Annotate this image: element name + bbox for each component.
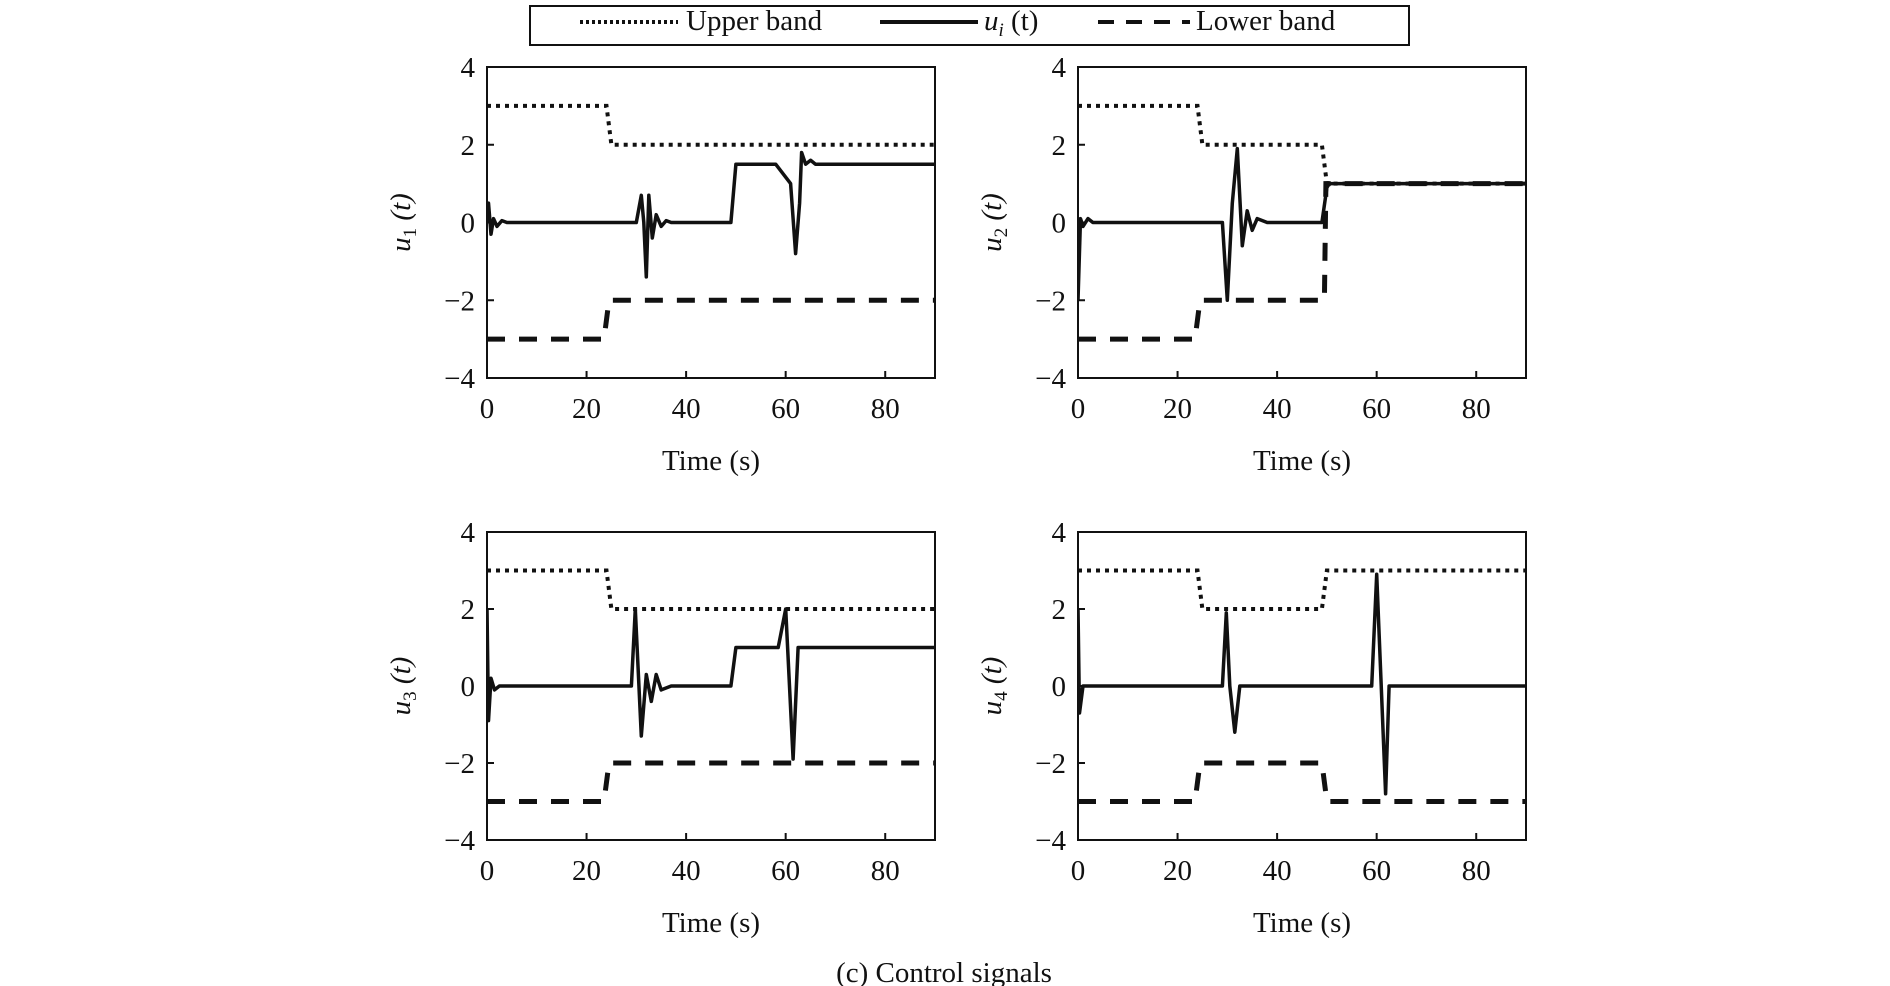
legend-ui-label: ui (t) xyxy=(984,5,1038,41)
lower-band-line xyxy=(487,760,935,804)
y-tick-label: 4 xyxy=(461,517,476,549)
x-tick-label: 80 xyxy=(871,393,900,425)
lower-band-line xyxy=(1078,181,1526,342)
x-axis-label: Time (s) xyxy=(662,907,760,939)
legend: Upper band ui (t) Lower band xyxy=(529,5,1410,46)
upper-band-line xyxy=(487,103,935,147)
upper-band-line xyxy=(487,568,935,611)
y-tick-label: 2 xyxy=(1052,130,1067,162)
y-tick-label: 4 xyxy=(1052,52,1067,84)
legend-lower-label: Lower band xyxy=(1196,5,1336,37)
y-tick-label: 2 xyxy=(461,130,476,162)
plot-frame xyxy=(1077,66,1527,379)
control-signal-line xyxy=(487,150,935,279)
plot-frame xyxy=(486,66,936,379)
x-tick-label: 60 xyxy=(1362,393,1391,425)
x-tick-label: 0 xyxy=(1071,393,1086,425)
y-tick-label: 0 xyxy=(1052,671,1067,703)
y-tick-label: 2 xyxy=(461,594,476,626)
legend-box xyxy=(529,5,1410,46)
y-tick-label: 0 xyxy=(1052,208,1067,240)
x-tick-label: 20 xyxy=(572,393,601,425)
plot-frame xyxy=(1077,531,1527,841)
y-tick-label: −2 xyxy=(444,748,475,780)
x-tick-label: 40 xyxy=(672,393,701,425)
y-axis-label: u4 (t) xyxy=(976,657,1012,716)
plot-frame xyxy=(486,531,936,841)
x-tick-label: 20 xyxy=(1163,855,1192,887)
y-axis-label: u2 (t) xyxy=(976,193,1012,252)
chart-panel-2: 0 20 40 60 80 −4 −2 0 2 4 Time (s) u2 (t) xyxy=(976,52,1527,477)
y-tick-label: 4 xyxy=(1052,517,1067,549)
legend-upper-label: Upper band xyxy=(686,5,823,37)
chart-panel-1: 0 20 40 60 80 −4 −2 0 2 4 Time (s) u1 (t) xyxy=(385,52,936,477)
y-tick-label: 0 xyxy=(461,208,476,240)
lower-band-line xyxy=(487,297,935,342)
x-tick-label: 20 xyxy=(1163,393,1192,425)
upper-band-line xyxy=(1078,103,1526,186)
x-tick-label: 60 xyxy=(1362,855,1391,887)
x-tick-label: 60 xyxy=(771,393,800,425)
chart-panel-4: 0 20 40 60 80 −4 −2 0 2 4 Time (s) u4 (t) xyxy=(976,517,1527,939)
y-tick-label: −2 xyxy=(1035,285,1066,317)
chart-panel-3: 0 20 40 60 80 −4 −2 0 2 4 Time (s) u3 (t) xyxy=(385,517,936,939)
y-tick-label: −2 xyxy=(444,285,475,317)
control-signal-line xyxy=(487,607,935,761)
x-tick-label: 0 xyxy=(480,855,495,887)
control-signal-line xyxy=(1078,572,1526,796)
lower-band-line xyxy=(1078,760,1526,804)
y-tick-label: −2 xyxy=(1035,748,1066,780)
figure-caption: (c) Control signals xyxy=(836,957,1052,986)
control-signal-line xyxy=(1078,146,1526,303)
x-axis-label: Time (s) xyxy=(1253,445,1351,477)
x-tick-label: 0 xyxy=(480,393,495,425)
upper-band-line xyxy=(1078,568,1526,611)
x-tick-label: 80 xyxy=(871,855,900,887)
x-tick-label: 60 xyxy=(771,855,800,887)
y-tick-label: −4 xyxy=(444,825,475,857)
x-tick-label: 80 xyxy=(1462,393,1491,425)
y-tick-label: 4 xyxy=(461,52,476,84)
x-tick-label: 0 xyxy=(1071,855,1086,887)
y-axis-label: u1 (t) xyxy=(385,193,421,252)
y-tick-label: −4 xyxy=(1035,825,1066,857)
x-axis-label: Time (s) xyxy=(1253,907,1351,939)
y-tick-label: −4 xyxy=(444,363,475,395)
y-tick-label: 0 xyxy=(461,671,476,703)
x-tick-label: 20 xyxy=(572,855,601,887)
y-tick-label: 2 xyxy=(1052,594,1067,626)
x-tick-label: 80 xyxy=(1462,855,1491,887)
y-tick-label: −4 xyxy=(1035,363,1066,395)
x-tick-label: 40 xyxy=(1263,393,1292,425)
x-tick-label: 40 xyxy=(672,855,701,887)
x-axis-label: Time (s) xyxy=(662,445,760,477)
y-axis-label: u3 (t) xyxy=(385,657,421,716)
x-tick-label: 40 xyxy=(1263,855,1292,887)
